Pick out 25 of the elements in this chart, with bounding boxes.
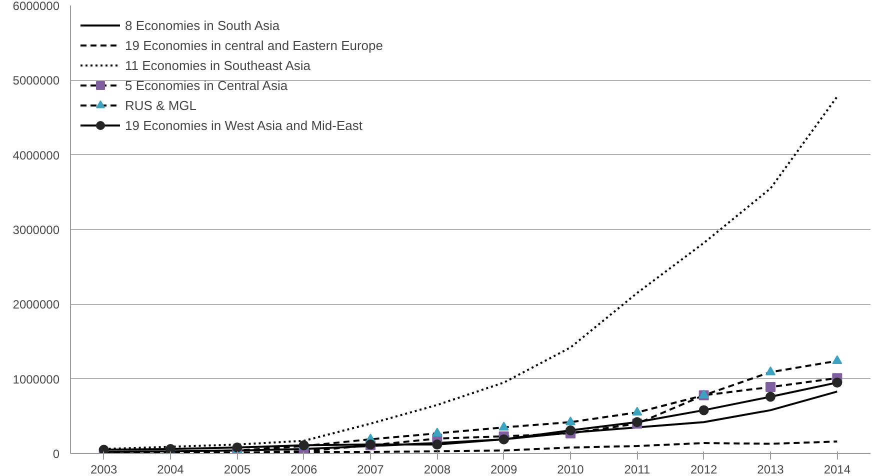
x-tick-label: 2011 — [624, 462, 650, 476]
y-tick-label: 0 — [52, 447, 60, 461]
y-tick-label: 6000000 — [12, 0, 60, 13]
legend-label: 19 Economies in central and Eastern Europe — [125, 38, 383, 52]
x-tick-label: 2007 — [357, 462, 384, 476]
x-tick-label: 2003 — [90, 462, 118, 476]
y-tick-label: 2000000 — [12, 298, 60, 312]
x-tick-label: 2014 — [824, 462, 851, 476]
x-tick-label: 2012 — [690, 462, 718, 476]
y-tick-label: 4000000 — [12, 148, 60, 162]
legend-label: 19 Economies in West Asia and Mid-East — [125, 118, 362, 132]
y-tick-label: 5000000 — [12, 74, 60, 88]
legend-label: 5 Economies in Central Asia — [125, 78, 288, 92]
x-tick-label: 2010 — [557, 462, 584, 476]
x-tick-label: 2013 — [757, 462, 784, 476]
x-tick-label: 2009 — [490, 462, 518, 476]
legend-label: RUS & MGL — [125, 98, 197, 112]
y-tick-label: 1000000 — [12, 372, 60, 386]
legend-label: 11 Economies in Southeast Asia — [125, 58, 310, 72]
legend-label: 8 Economies in South Asia — [125, 18, 280, 32]
x-tick-label: 2008 — [424, 462, 451, 476]
x-tick-label: 2006 — [290, 462, 318, 476]
y-tick-label: 3000000 — [12, 223, 60, 237]
x-tick-label: 2004 — [157, 462, 184, 476]
x-tick-label: 2005 — [224, 462, 251, 476]
